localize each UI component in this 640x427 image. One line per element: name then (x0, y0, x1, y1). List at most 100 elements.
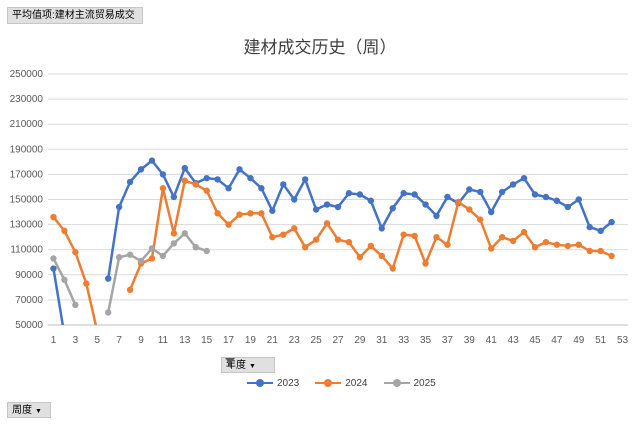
data-point-2024 (378, 252, 385, 260)
data-point-2023 (247, 174, 254, 182)
data-point-2023 (50, 265, 57, 272)
x-tick-label: 33 (398, 335, 410, 346)
data-point-2023 (488, 208, 495, 216)
legend-label: 2025 (413, 377, 436, 389)
x-tick-label: 31 (376, 335, 388, 346)
data-point-2024 (72, 249, 79, 256)
x-tick-label: 19 (245, 335, 257, 346)
data-point-2023 (597, 227, 604, 235)
value-field-button[interactable]: 平均值项:建材主流贸易成交 (7, 7, 143, 24)
data-point-2025 (104, 309, 112, 316)
data-point-2025 (192, 243, 199, 251)
data-point-2024 (269, 233, 276, 241)
data-point-2023 (236, 166, 243, 173)
legend-marker-icon (315, 378, 342, 388)
data-point-2023 (586, 223, 593, 231)
y-tick-label: 50000 (15, 320, 43, 331)
data-point-2023 (126, 178, 134, 186)
data-point-2025 (170, 240, 178, 247)
chart-legend: 2023 2024 2025 (247, 376, 436, 390)
x-tick-label: 45 (529, 335, 541, 346)
year-field-label: 年度 (226, 360, 246, 371)
data-point-2024 (433, 233, 440, 241)
x-tick-label: 5 (94, 335, 100, 346)
data-point-2024 (520, 228, 528, 236)
data-point-2024 (542, 238, 550, 246)
data-point-2023 (509, 181, 517, 188)
data-point-2023 (115, 203, 123, 211)
data-point-2024 (203, 187, 210, 194)
plot-area (50, 157, 615, 338)
data-point-2024 (312, 236, 320, 243)
data-point-2023 (400, 190, 407, 197)
data-point-2023 (181, 164, 188, 172)
data-point-2024 (258, 210, 265, 217)
data-point-2024 (509, 237, 517, 245)
data-point-2023 (411, 191, 418, 198)
data-point-2023 (553, 197, 561, 204)
x-tick-label: 1 (51, 335, 57, 346)
data-point-2024 (498, 233, 506, 241)
data-point-2024 (488, 245, 495, 252)
data-point-2023 (477, 188, 484, 196)
y-tick-label: 130000 (10, 220, 44, 231)
data-point-2023 (301, 176, 309, 183)
filter-icon (225, 358, 235, 368)
legend-marker-icon (247, 378, 273, 388)
data-point-2024 (247, 210, 254, 217)
data-point-2023 (104, 275, 112, 282)
data-point-2023 (542, 193, 550, 201)
y-tick-label: 70000 (15, 295, 43, 306)
dropdown-arrow-icon: ▼ (35, 408, 42, 415)
x-tick-label: 41 (486, 335, 498, 346)
x-tick-label: 9 (138, 335, 144, 346)
x-tick-label: 27 (332, 335, 344, 346)
data-point-2023 (422, 201, 429, 208)
x-tick-label: 13 (179, 335, 191, 346)
data-point-2025 (50, 255, 57, 262)
x-tick-label: 39 (464, 335, 476, 346)
data-point-2024 (586, 247, 593, 255)
chart-title: 建材成交历史（周） (243, 38, 397, 57)
data-point-2023 (433, 212, 440, 220)
legend-item-2025: 2025 (383, 377, 436, 389)
data-point-2023 (280, 181, 287, 188)
year-field-button[interactable]: 年度 ▼ (221, 357, 275, 373)
x-tick-label: 51 (595, 335, 607, 346)
data-point-2025 (126, 251, 134, 258)
x-tick-label: 37 (442, 335, 454, 346)
data-point-2023 (531, 191, 539, 198)
data-point-2024 (192, 181, 199, 188)
data-point-2024 (94, 328, 100, 334)
legend-item-2024: 2024 (315, 377, 368, 389)
data-point-2023 (148, 157, 156, 164)
data-point-2025 (148, 245, 156, 252)
data-point-2023 (61, 332, 67, 338)
x-tick-label: 43 (508, 335, 520, 346)
legend-label: 2023 (277, 377, 300, 389)
data-point-2024 (159, 185, 167, 192)
y-tick-label: 150000 (10, 195, 44, 206)
data-point-2023 (498, 188, 506, 196)
data-point-2024 (597, 247, 604, 255)
data-point-2024 (236, 211, 243, 218)
data-point-2023 (378, 225, 385, 232)
data-point-2023 (608, 218, 615, 226)
series-line-2024 (128, 179, 613, 291)
x-tick-label: 29 (354, 335, 366, 346)
y-tick-label: 190000 (10, 144, 44, 155)
legend-label: 2024 (345, 377, 368, 389)
data-point-2024 (334, 236, 342, 243)
data-point-2023 (258, 185, 265, 192)
x-tick-label: 53 (617, 335, 629, 346)
data-point-2023 (345, 190, 353, 197)
data-point-2023 (520, 174, 528, 182)
data-point-2024 (225, 221, 232, 228)
x-tick-label: 49 (573, 335, 585, 346)
series-line-2023 (52, 268, 65, 325)
data-point-2024 (575, 241, 582, 248)
y-tick-label: 250000 (10, 69, 44, 80)
legend-item-2023: 2023 (247, 378, 299, 389)
week-field-button[interactable]: 周度 ▼ (7, 402, 51, 418)
